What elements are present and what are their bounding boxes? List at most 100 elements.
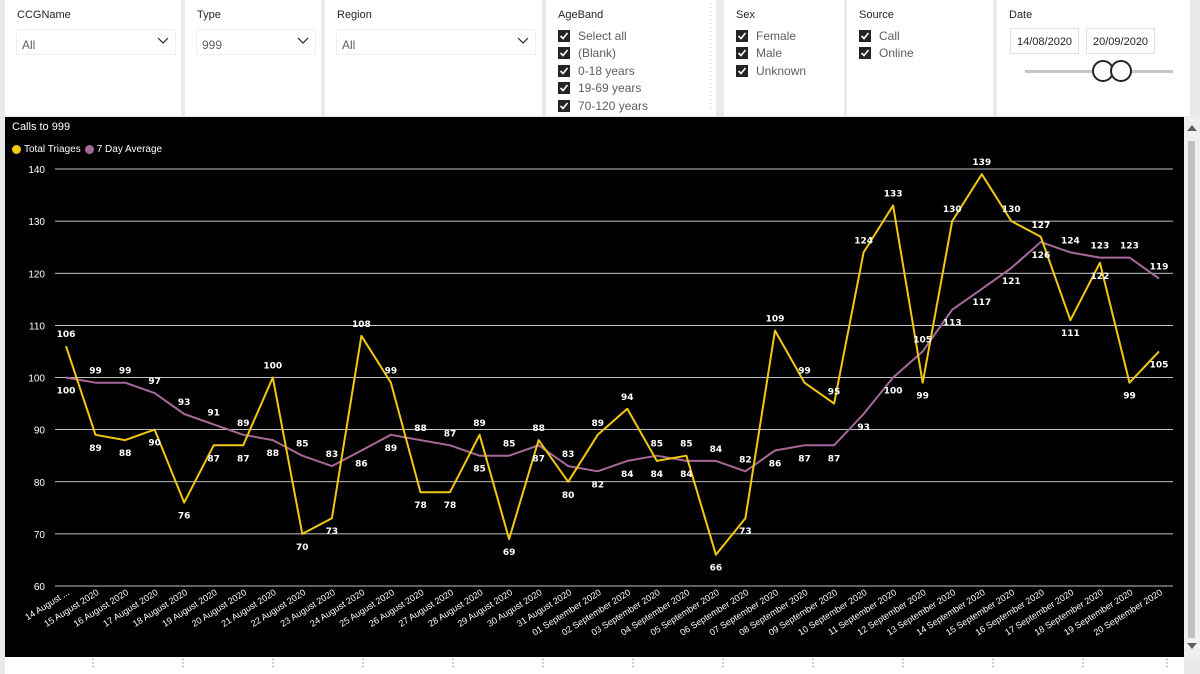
- resize-handle-icon[interactable]: ⋮: [898, 658, 908, 669]
- resize-handle-icon[interactable]: ⋮: [178, 658, 188, 669]
- data-label-total-triages: 69: [503, 548, 516, 558]
- resize-handle-icon[interactable]: ⋮: [808, 658, 818, 669]
- source-slicer: Source Call Online: [847, 0, 993, 116]
- data-label-total-triages: 109: [766, 315, 785, 325]
- scrollbar-thumb[interactable]: [1188, 141, 1195, 638]
- data-label-total-triages: 89: [89, 444, 102, 454]
- scroll-up-icon[interactable]: [1187, 125, 1197, 131]
- checkbox-checked[interactable]: [558, 64, 570, 77]
- data-label-total-triages: 89: [473, 419, 486, 429]
- checkbox-checked[interactable]: [859, 47, 871, 60]
- checkbox-checked[interactable]: [859, 29, 871, 42]
- chevron-down-icon: [157, 37, 169, 44]
- data-label-7-day-average: 85: [651, 440, 664, 450]
- checkbox-checked[interactable]: [736, 64, 748, 77]
- ccg-dropdown[interactable]: All: [16, 29, 176, 55]
- sex-option-label: Male: [756, 46, 783, 61]
- y-tick-label: 140: [28, 165, 45, 176]
- data-label-7-day-average: 99: [89, 367, 102, 377]
- ageband-scrollbar[interactable]: [708, 3, 714, 110]
- y-tick-label: 60: [34, 582, 46, 593]
- source-option[interactable]: Online: [859, 45, 914, 63]
- ageband-option[interactable]: 0-18 years: [558, 62, 648, 80]
- data-label-total-triages: 88: [532, 424, 545, 434]
- y-tick-label: 120: [28, 269, 45, 280]
- checkbox-checked[interactable]: [736, 47, 748, 60]
- region-slicer: Region All: [325, 0, 542, 116]
- sex-option[interactable]: Unknown: [736, 62, 806, 80]
- ageband-option[interactable]: 19-69 years: [558, 80, 648, 98]
- data-label-7-day-average: 84: [621, 470, 634, 480]
- data-label-7-day-average: 88: [267, 449, 280, 459]
- ageband-option[interactable]: 70-120 years: [558, 97, 648, 115]
- legend-item-7-day-average[interactable]: 7 Day Average: [84, 144, 163, 155]
- data-label-7-day-average: 89: [237, 419, 250, 429]
- ageband-option-label: 70-120 years: [578, 98, 649, 113]
- resize-handle-icon[interactable]: ⋮: [538, 658, 548, 669]
- resize-handle-icon[interactable]: ⋮: [358, 658, 368, 669]
- data-label-total-triages: 133: [884, 189, 903, 199]
- data-label-7-day-average: 87: [828, 454, 841, 464]
- y-tick-label: 90: [34, 426, 46, 437]
- checkmark-icon: [559, 102, 569, 110]
- data-label-7-day-average: 83: [562, 450, 575, 460]
- ccg-dropdown-value: All: [22, 38, 36, 52]
- resize-handle-icon[interactable]: ⋮: [628, 658, 638, 669]
- sex-option-label: Female: [756, 28, 797, 43]
- data-label-7-day-average: 119: [1150, 262, 1169, 272]
- checkbox-checked[interactable]: [558, 99, 570, 112]
- ageband-option-label: 19-69 years: [578, 81, 642, 96]
- legend-label-7-day-average: 7 Day Average: [96, 144, 163, 155]
- date-start-input[interactable]: 14/08/2020: [1010, 28, 1080, 54]
- ageband-option[interactable]: Select all: [558, 27, 648, 45]
- checkbox-checked[interactable]: [736, 29, 748, 42]
- ageband-options: Select all (Blank) 0-18 years 19-69 year…: [558, 27, 648, 115]
- source-slicer-title: Source: [859, 9, 894, 21]
- resize-handle-icon[interactable]: ⋮: [718, 658, 728, 669]
- calls-chart-panel: Calls to 999 Total Triages 7 Day Average…: [5, 117, 1184, 657]
- data-label-total-triages: 105: [1150, 360, 1169, 370]
- checkbox-checked[interactable]: [558, 47, 570, 60]
- sex-option-label: Unknown: [756, 63, 807, 78]
- resize-handle-icon[interactable]: ⋮: [88, 658, 98, 669]
- page-vertical-scrollbar[interactable]: [1184, 117, 1200, 657]
- y-tick-label: 100: [28, 374, 45, 385]
- data-label-total-triages: 73: [326, 527, 339, 537]
- y-tick-label: 130: [28, 217, 45, 228]
- data-label-total-triages: 84: [651, 470, 664, 480]
- data-label-total-triages: 70: [296, 543, 309, 553]
- resize-handle-icon[interactable]: ⋮: [1078, 658, 1088, 669]
- chevron-down-icon: [297, 37, 309, 44]
- data-label-total-triages: 130: [943, 205, 962, 215]
- data-label-total-triages: 80: [562, 491, 575, 501]
- date-slider-end-handle[interactable]: [1110, 60, 1132, 82]
- date-end-input[interactable]: 20/09/2020: [1086, 28, 1156, 54]
- type-dropdown-value: 999: [202, 38, 223, 52]
- data-label-total-triages: 106: [57, 330, 76, 340]
- sex-options: Female Male Unknown: [736, 27, 806, 80]
- data-label-7-day-average: 97: [148, 377, 161, 387]
- legend-label-total-triages: Total Triages: [24, 144, 81, 155]
- type-dropdown[interactable]: 999: [196, 29, 316, 55]
- series-line-7-day-average: [65, 241, 1160, 473]
- ageband-option[interactable]: (Blank): [558, 45, 648, 63]
- checkbox-checked[interactable]: [558, 29, 570, 42]
- resize-handle-icon[interactable]: ⋮: [268, 658, 278, 669]
- source-option[interactable]: Call: [859, 27, 914, 45]
- resize-handle-icon[interactable]: ⋮: [1162, 658, 1172, 669]
- resize-handle-icon[interactable]: ⋮: [448, 658, 458, 669]
- checkmark-icon: [559, 67, 569, 75]
- series-line-total-triages: [65, 173, 1160, 556]
- type-slicer-title: Type: [197, 9, 221, 21]
- data-label-7-day-average: 83: [326, 450, 339, 460]
- resize-handle-icon[interactable]: ⋮: [988, 658, 998, 669]
- data-label-7-day-average: 121: [1002, 277, 1021, 287]
- region-dropdown[interactable]: All: [336, 29, 536, 55]
- checkbox-checked[interactable]: [558, 82, 570, 95]
- sex-option[interactable]: Male: [736, 45, 806, 63]
- checkmark-icon: [737, 32, 747, 40]
- source-options: Call Online: [859, 27, 914, 62]
- sex-option[interactable]: Female: [736, 27, 806, 45]
- scroll-down-icon[interactable]: [1187, 643, 1197, 649]
- legend-item-total-triages[interactable]: Total Triages: [12, 144, 81, 155]
